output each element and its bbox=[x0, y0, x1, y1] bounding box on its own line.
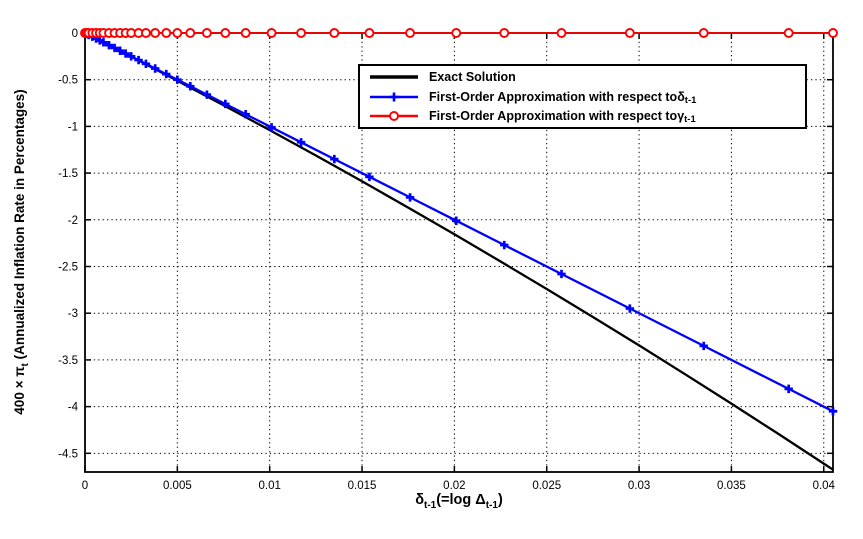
legend: Exact Solution First-Order Approximation … bbox=[358, 64, 807, 129]
plus-marker-icon bbox=[162, 69, 171, 79]
x-tick-label: 0.04 bbox=[813, 480, 836, 492]
plus-marker-icon bbox=[452, 216, 461, 225]
circle-marker-icon bbox=[220, 28, 231, 38]
legend-label-subscript: t-1 bbox=[684, 94, 697, 106]
plus-marker-icon bbox=[241, 110, 250, 119]
y-tick-label: -4 bbox=[68, 402, 79, 414]
plus-marker-icon bbox=[221, 99, 230, 109]
legend-label-symbol: δ bbox=[677, 89, 685, 104]
circle-marker-icon bbox=[140, 28, 151, 38]
circle-marker-icon bbox=[556, 28, 567, 38]
legend-label: Exact Solution bbox=[429, 69, 516, 84]
capital-delta-subscript: t-1 bbox=[485, 500, 498, 511]
legend-sample-delta-approx bbox=[370, 92, 418, 101]
plus-marker-icon bbox=[110, 43, 119, 53]
y-axis-label-subscript: t bbox=[20, 363, 31, 367]
circle-marker-icon bbox=[161, 28, 172, 38]
capital-delta-symbol: Δ bbox=[475, 492, 486, 508]
plus-marker-icon bbox=[104, 40, 114, 50]
y-tick-label: -1 bbox=[68, 121, 78, 133]
plus-marker-icon bbox=[557, 269, 566, 279]
plus-marker-icon bbox=[405, 193, 415, 202]
circle-marker-icon bbox=[451, 28, 462, 38]
plus-marker-icon bbox=[115, 46, 125, 55]
y-axis-label-text-cont: (Annualized Inflation Rate in Percentage… bbox=[12, 89, 27, 364]
plus-marker-icon bbox=[784, 384, 793, 394]
x-tick-label: 0.03 bbox=[628, 480, 650, 492]
x-tick-label: 0.005 bbox=[163, 480, 192, 492]
plus-marker-icon bbox=[625, 304, 635, 313]
circle-marker-icon bbox=[389, 111, 399, 122]
plus-marker-icon bbox=[828, 407, 838, 416]
y-axis-label-text: 400 × π bbox=[12, 366, 27, 415]
y-axis-label: 400 × πt (Annualized Inflation Rate in P… bbox=[12, 1, 32, 503]
legend-entry-delta-approx: First-Order Approximation with respect t… bbox=[368, 87, 805, 107]
circle-marker-icon bbox=[240, 28, 251, 38]
circle-marker-icon bbox=[364, 28, 375, 38]
x-axis-label-text: (=log bbox=[436, 492, 476, 508]
circle-marker-icon bbox=[266, 28, 277, 38]
axis-ticks bbox=[84, 32, 833, 472]
circle-marker-icon bbox=[150, 28, 161, 38]
plus-marker-icon bbox=[99, 38, 108, 47]
legend-entry-exact: Exact Solution bbox=[368, 67, 805, 87]
circle-marker-icon bbox=[185, 28, 196, 38]
legend-sample-exact bbox=[370, 75, 418, 79]
legend-label: First-Order Approximation with respect t… bbox=[429, 109, 678, 124]
plus-marker-icon bbox=[126, 52, 136, 61]
x-tick-label: 0.01 bbox=[258, 480, 280, 492]
y-tick-label: -0.5 bbox=[58, 75, 78, 87]
y-tick-label: -1.5 bbox=[58, 168, 78, 180]
x-axis-label: δt-1(=log Δt-1) bbox=[85, 492, 833, 511]
x-tick-label: 0.015 bbox=[348, 480, 377, 492]
x-tick-label: 0.035 bbox=[717, 480, 746, 492]
plus-marker-icon bbox=[389, 92, 399, 101]
plus-marker-icon bbox=[121, 49, 130, 58]
y-tick-label: -3.5 bbox=[58, 355, 78, 367]
x-tick-label: 0.02 bbox=[443, 480, 465, 492]
y-tick-label: -4.5 bbox=[58, 448, 78, 460]
x-axis-label-close: ) bbox=[497, 492, 503, 508]
plus-marker-icon bbox=[173, 75, 182, 84]
plus-marker-icon bbox=[141, 59, 151, 69]
plus-marker-icon bbox=[699, 341, 708, 351]
circle-marker-icon bbox=[405, 28, 416, 38]
circle-marker-icon bbox=[783, 28, 794, 38]
x-tick-labels: 0 0.005 0.01 0.015 0.02 0.025 0.03 0.035 0.04 bbox=[82, 480, 836, 492]
circle-marker-icon bbox=[329, 28, 340, 38]
legend-label-subscript: t-1 bbox=[684, 114, 696, 126]
legend-label-symbol: γ bbox=[677, 109, 685, 124]
circle-marker-icon bbox=[698, 28, 709, 38]
plus-marker-icon bbox=[330, 154, 339, 164]
x-tick-label: 0.025 bbox=[532, 480, 561, 492]
circle-marker-icon bbox=[624, 28, 635, 38]
y-tick-label: -3 bbox=[68, 308, 78, 320]
series-exact-solution bbox=[84, 31, 834, 471]
plus-marker-icon bbox=[134, 55, 143, 65]
plus-marker-icon bbox=[365, 172, 374, 182]
y-tick-labels: 0 -0.5 -1 -1.5 -2 -2.5 -3 -3.5 -4 -4.5 bbox=[58, 28, 78, 460]
circle-marker-icon bbox=[828, 28, 838, 38]
plus-marker-icon bbox=[186, 82, 195, 91]
series-first-order-gamma bbox=[80, 28, 838, 38]
circle-marker-icon bbox=[172, 28, 183, 38]
y-tick-label: -2.5 bbox=[58, 262, 78, 274]
legend-sample-gamma-approx bbox=[370, 111, 418, 122]
plus-marker-icon bbox=[202, 90, 212, 99]
plus-marker-icon bbox=[500, 240, 509, 250]
x-tick-label: 0 bbox=[82, 480, 88, 492]
delta-subscript: t-1 bbox=[423, 500, 437, 511]
circle-marker-icon bbox=[296, 28, 307, 38]
plus-marker-icon bbox=[150, 64, 160, 73]
legend-label: First-Order Approximation with respect t… bbox=[429, 89, 678, 104]
y-tick-label: -2 bbox=[68, 215, 78, 227]
legend-entry-gamma-approx: First-Order Approximation with respect t… bbox=[368, 106, 805, 126]
plus-marker-icon bbox=[296, 138, 306, 147]
circle-marker-icon bbox=[499, 28, 510, 38]
circle-marker-icon bbox=[201, 28, 212, 38]
plus-marker-icon bbox=[267, 123, 276, 132]
delta-symbol: δ bbox=[415, 492, 424, 508]
y-tick-label: 0 bbox=[72, 28, 78, 40]
